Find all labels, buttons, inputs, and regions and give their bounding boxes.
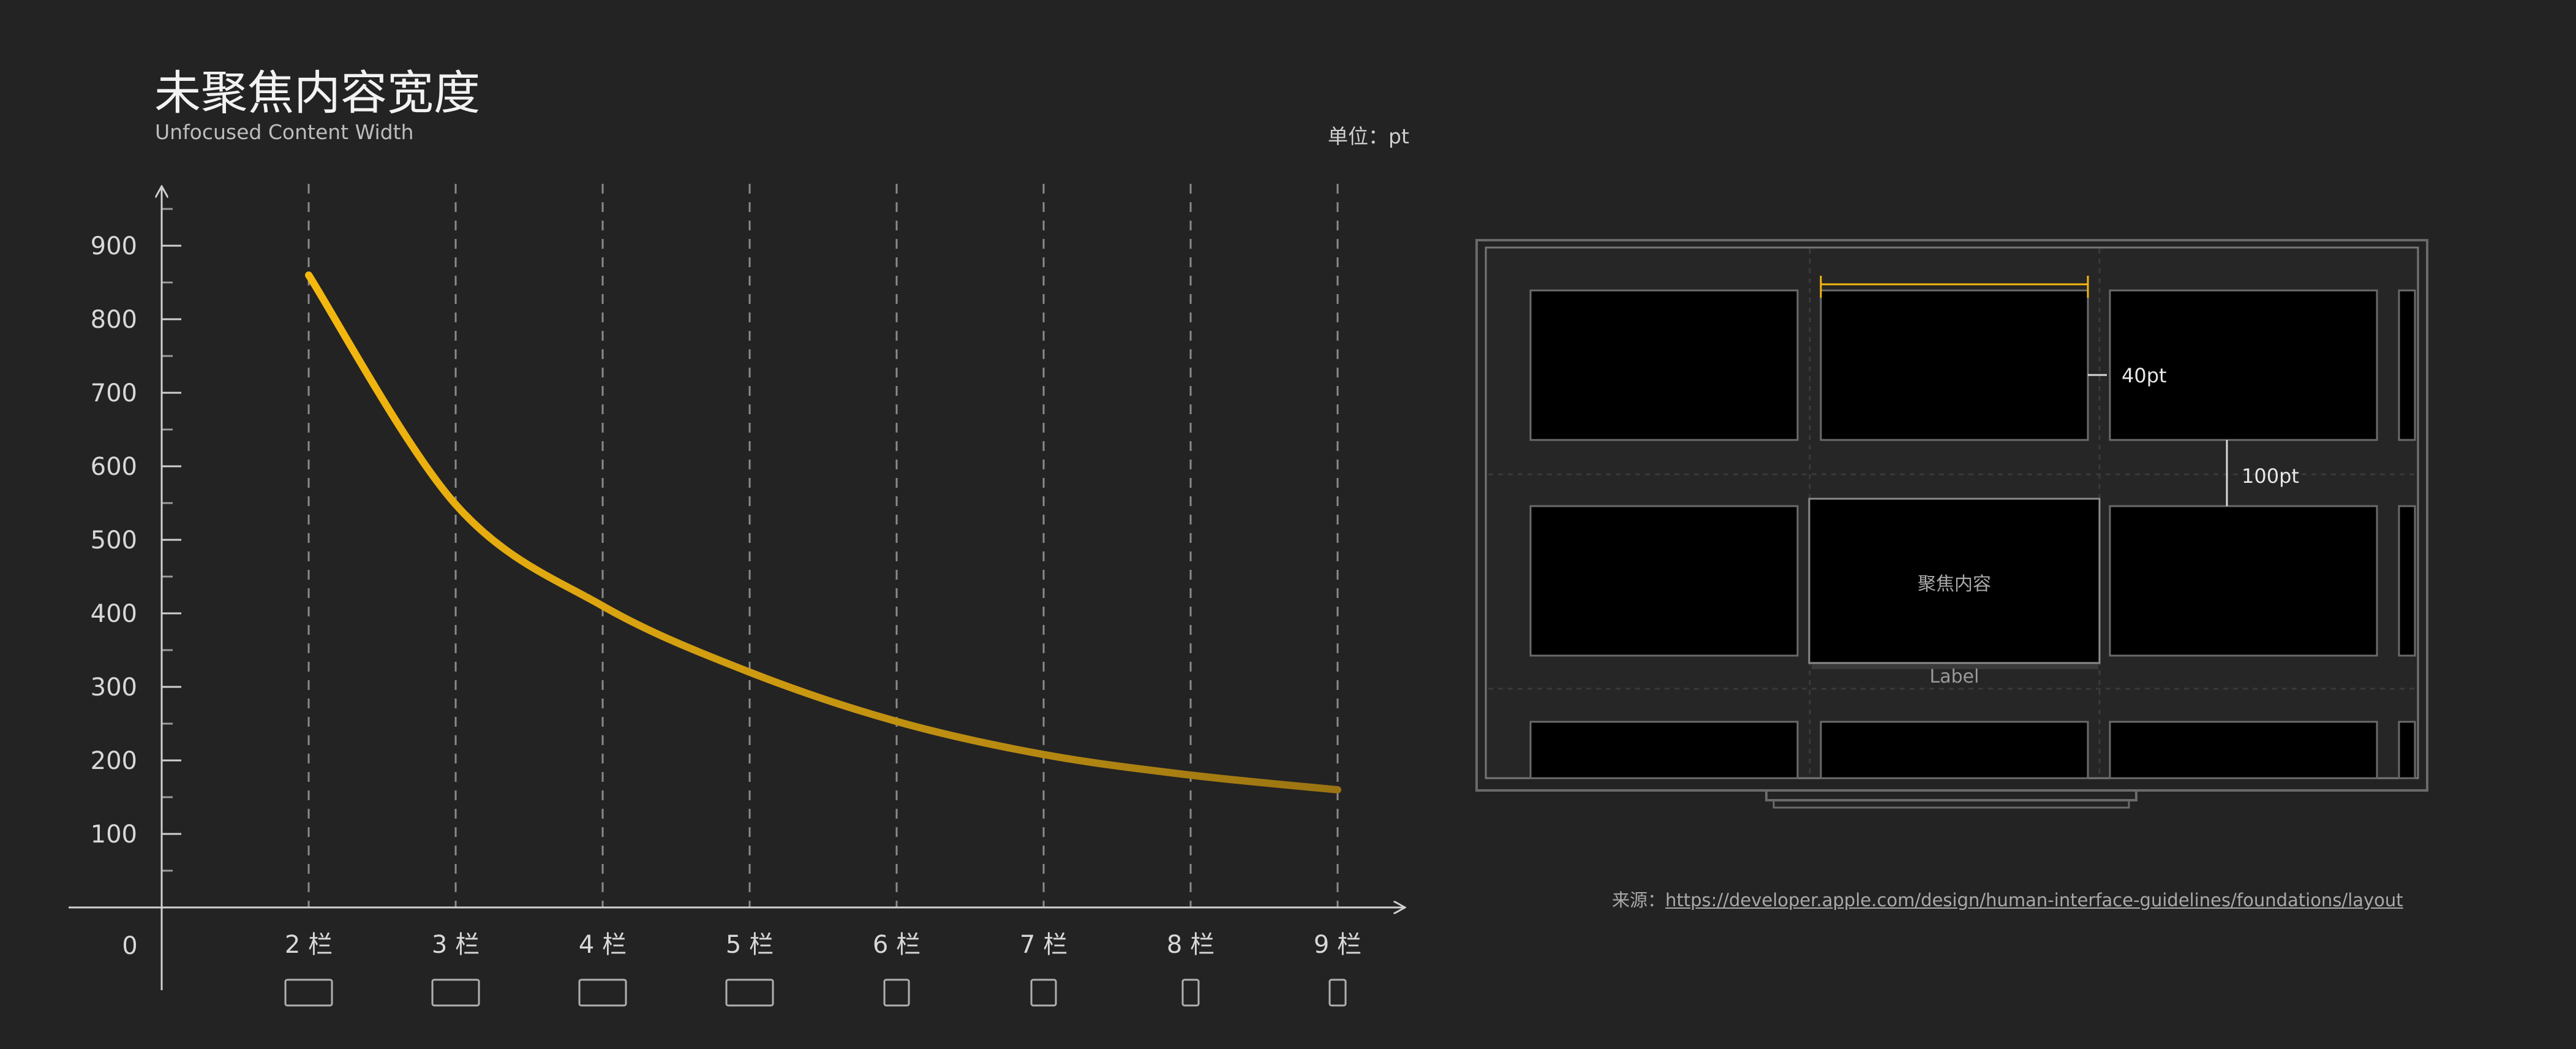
item-label: Label [1930, 666, 1979, 687]
content-tile [2109, 289, 2378, 441]
content-tile [1820, 289, 2089, 441]
measure-100pt-label: 100pt [2242, 464, 2299, 488]
y-tick-label: 100 [91, 820, 137, 849]
y-tick-label: 400 [91, 600, 137, 628]
column-layout-icon [578, 979, 627, 1007]
column-layout-icon [431, 979, 480, 1007]
source-prefix: 来源： [1612, 890, 1666, 911]
content-tile [2109, 721, 2378, 779]
column-layout-icon [284, 979, 333, 1007]
content-tile [1529, 721, 1799, 779]
focused-content-label: 聚焦内容 [1918, 574, 1991, 595]
x-tick-label: 7 栏 [1020, 931, 1068, 959]
source-link[interactable]: https://developer.apple.com/design/human… [1665, 890, 2403, 911]
y-tick-label: 600 [91, 453, 137, 481]
page-title: 未聚焦内容宽度 [154, 66, 480, 120]
column-layout-icon [1328, 979, 1347, 1007]
x-tick-label: 8 栏 [1167, 931, 1215, 959]
x-tick-label: 3 栏 [432, 931, 480, 959]
focused-content-tile [1808, 498, 2101, 664]
unfocused-width-marker [1820, 276, 2089, 298]
series-line-unfocused-width [305, 271, 1341, 793]
y-tick-label: 700 [91, 379, 137, 407]
y-tick-label: 200 [91, 747, 137, 775]
y-tick-label: 800 [91, 306, 137, 334]
page-subtitle: Unfocused Content Width [155, 120, 414, 144]
content-tile [2398, 289, 2416, 441]
x-origin-label: 0 [122, 932, 137, 960]
content-tile [1820, 721, 2089, 779]
y-tick-label: 500 [91, 526, 137, 555]
x-tick-label: 4 栏 [579, 931, 627, 959]
column-layout-icon [1181, 979, 1200, 1007]
content-tile [2398, 721, 2416, 779]
column-layout-icon [883, 979, 910, 1007]
content-tile [1529, 289, 1799, 441]
x-tick-label: 2 栏 [285, 931, 333, 959]
y-tick-label: 300 [91, 673, 137, 702]
unit-label: 单位：pt [1328, 124, 1409, 148]
y-ticks: 100 200 300 400 500 600 700 800 900 [91, 232, 181, 849]
measure-40pt-label: 40pt [2122, 364, 2167, 387]
x-tick-label: 5 栏 [726, 931, 774, 959]
content-tile [2398, 505, 2416, 657]
line-chart: 100 200 300 400 500 600 700 800 900 2 栏 3 栏 4 栏 5 栏… [69, 184, 1421, 1007]
source-note: 来源：https://developer.apple.com/design/hu… [1612, 886, 2403, 912]
x-tick-label: 6 栏 [873, 931, 921, 959]
column-icons [284, 979, 1347, 1007]
column-layout-icon [1030, 979, 1057, 1007]
x-ticks: 2 栏 3 栏 4 栏 5 栏 6 栏 7 栏 8 栏 9 栏 [285, 931, 1361, 959]
content-tile [2109, 505, 2378, 657]
tv-stand [1765, 790, 2137, 801]
x-tick-label: 9 栏 [1314, 931, 1361, 959]
y-tick-label: 900 [91, 232, 137, 260]
tv-outer-frame [1475, 239, 2428, 792]
column-layout-icon [725, 979, 774, 1007]
content-tile [1529, 505, 1799, 657]
